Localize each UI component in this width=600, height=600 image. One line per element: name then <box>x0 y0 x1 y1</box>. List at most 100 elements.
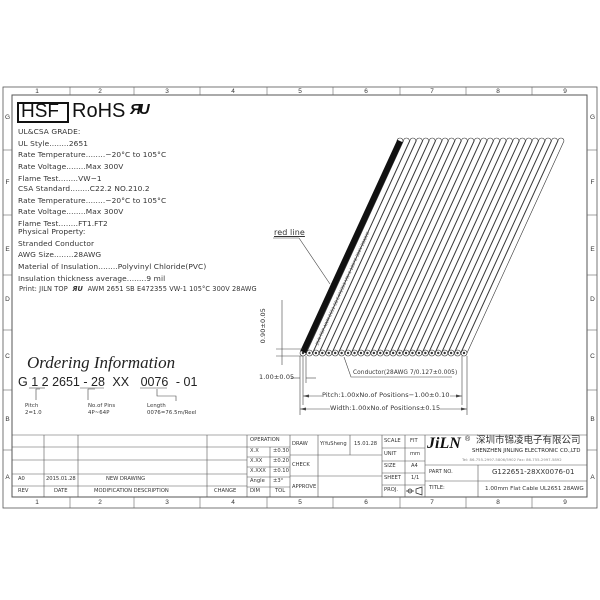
conductor-line <box>325 140 423 354</box>
pins-note-value: 4P~64P <box>88 410 110 416</box>
grid-column-9: 9 <box>563 88 567 95</box>
csa-line: Rate Temperature........−20°C to 105°C <box>18 195 167 205</box>
conductor-core <box>379 351 382 355</box>
conductor-line <box>395 140 494 354</box>
company-contact: Tel: 86-755-2997-5806/5902 Fax: 86-755-2… <box>462 457 562 462</box>
print-prefix: Print: JILN TOP <box>19 285 68 293</box>
red-line-label: red line <box>274 228 305 237</box>
conductor-line <box>409 140 507 354</box>
projection-symbol-icon <box>406 486 423 496</box>
conductor-end <box>506 137 513 142</box>
unit-value: mm <box>410 451 421 457</box>
company-logo: JiLN <box>427 435 461 452</box>
conductor-core <box>456 351 459 355</box>
date-header: DATE <box>54 488 68 494</box>
grid-row-A: A <box>590 474 595 481</box>
conductor-line <box>421 140 520 354</box>
conductor-line <box>434 140 533 354</box>
red-line-leader <box>298 237 331 285</box>
conductor-end <box>409 137 417 142</box>
ul-logo-icon: ЯU <box>130 101 150 118</box>
conductor-line <box>357 140 456 354</box>
proj-label: PROJ. <box>384 487 398 493</box>
conductor-end <box>480 137 488 142</box>
conductor-end <box>544 137 552 142</box>
conductor-line <box>454 140 552 354</box>
part-number: G122651-28XX0076-01 <box>492 468 575 476</box>
sheet-label: SHEET <box>384 475 401 481</box>
outer-frame <box>2 86 598 509</box>
tolerance-value: ±0.30 <box>273 448 289 454</box>
tol-header: TOL <box>275 488 286 494</box>
code-suffix: - 01 <box>175 375 198 389</box>
code-style: 2651 - 28 <box>52 375 105 389</box>
company-name-cn: 深圳市锦凌电子有限公司 <box>476 435 581 446</box>
conductor-end <box>499 137 507 142</box>
print-suffix: AWM 2651 SB E472355 VW-1 105°C 300V 28AW… <box>87 285 257 293</box>
part-title: 1.00mm Flat Cable UL2651 28AWG <box>485 486 584 492</box>
rev-date: 2015.01.28 <box>46 476 76 482</box>
conductor-line <box>377 140 475 354</box>
conductor-core <box>321 351 324 355</box>
check-label: CHECK <box>292 462 310 468</box>
physical-line: AWG Size........28AWG <box>18 250 102 260</box>
conductor-line <box>415 140 514 354</box>
physical-line: Physical Property: <box>18 227 86 236</box>
conductor-line <box>351 140 449 354</box>
part-no-label: PART NO. <box>429 469 453 475</box>
conductor-core <box>359 351 363 355</box>
conductor-line <box>363 140 462 354</box>
conductor-line <box>396 140 494 354</box>
csa-line: Flame Test........FT1.FT2 <box>18 219 108 229</box>
rev-description: NEW DRAWING <box>106 476 146 482</box>
conductor-label: Conductor(28AWG 7/0.127±0.005) <box>353 370 458 376</box>
conductor-line <box>428 140 527 354</box>
conductor-core <box>417 351 421 355</box>
grid-row-E: E <box>590 246 595 253</box>
conductor-core <box>314 351 318 355</box>
rev-header: REV <box>18 488 29 494</box>
conductor-core <box>449 351 453 355</box>
dimension-type: X.X <box>250 448 259 454</box>
tolerance-value: ±3° <box>273 478 284 484</box>
ordering-title: Ordering Information <box>27 353 176 372</box>
size-label: SIZE <box>384 463 396 469</box>
size-value: A4 <box>411 463 418 469</box>
hsf-label: HSF <box>21 101 59 122</box>
code-prefix: G 1 <box>18 375 39 389</box>
pitch-note-value: 2=1.0 <box>25 410 42 416</box>
conductor-line <box>370 140 468 354</box>
conductor-line <box>318 140 417 354</box>
conductor-line <box>376 140 475 354</box>
grid-column-1: 1 <box>35 88 39 95</box>
company-name-en: SHENZHEN JINLING ELECTRONIC CO.,LTD <box>472 448 581 454</box>
scale-value: FIT <box>410 438 418 444</box>
thickness-dim: 0.90±0.05 <box>258 308 267 344</box>
title-block <box>12 434 587 497</box>
scale-label: SCALE <box>384 438 401 444</box>
conductor-line <box>370 140 469 354</box>
conductor-line <box>319 140 417 354</box>
conductor-line <box>441 140 539 354</box>
grid-row-A: A <box>5 474 10 481</box>
conductor-line <box>447 140 546 354</box>
grid-column-9: 9 <box>563 499 567 506</box>
conductor-core <box>301 351 305 355</box>
pitch-note: Pitch 2=1.0 <box>25 403 42 417</box>
grid-column-2: 2 <box>98 499 102 506</box>
ul_grade-line: UL Style........2651 <box>18 138 89 148</box>
conductor-end <box>461 137 468 142</box>
conductor-core <box>411 351 414 355</box>
conductor-end <box>512 137 520 142</box>
ul_grade-line: Flame Test........VW−1 <box>18 173 102 183</box>
conductor-line <box>331 140 430 354</box>
conductor-core <box>404 351 408 355</box>
grid-row-G: G <box>4 114 11 121</box>
conductor-end <box>454 137 462 142</box>
hsf-box <box>17 102 69 123</box>
registered-mark: ® <box>465 436 471 443</box>
physical-line: Material of Insulation........Polyvinyl … <box>18 262 207 272</box>
conductor-line <box>357 140 455 354</box>
conductor-core <box>430 351 433 355</box>
